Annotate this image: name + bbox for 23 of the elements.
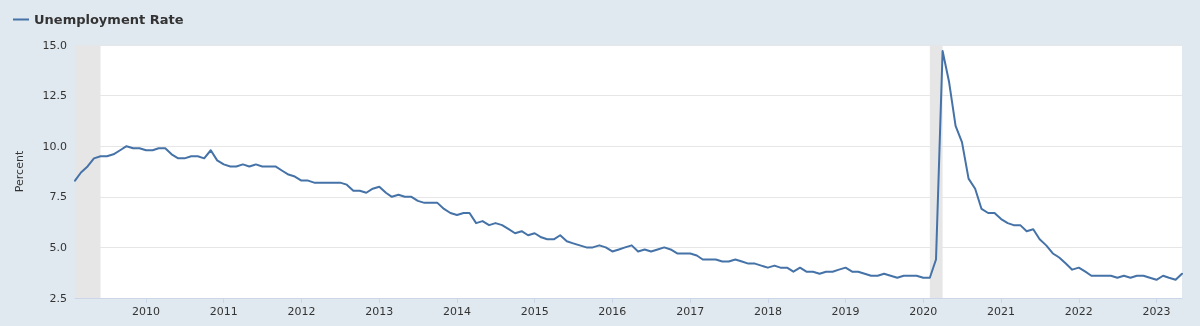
line-series xyxy=(74,50,1183,281)
x-tick-label: 2013 xyxy=(365,305,394,318)
x-tick-label: 2016 xyxy=(598,305,627,318)
y-tick-label: 2.5 xyxy=(49,291,67,305)
x-tick-label: 2018 xyxy=(753,305,782,318)
y-tick-label: 15.0 xyxy=(42,38,67,52)
x-tick-label: 2012 xyxy=(287,305,316,318)
legend-label: Unemployment Rate xyxy=(34,12,184,27)
x-tick-label: 2014 xyxy=(442,305,471,318)
y-tick-label: 7.5 xyxy=(49,190,67,204)
x-tick-label: 2023 xyxy=(1142,305,1171,318)
x-tick-label: 2011 xyxy=(209,305,238,318)
x-tick-label: 2010 xyxy=(132,305,161,318)
x-tick-label: 2021 xyxy=(987,305,1016,318)
x-tick-label: 2017 xyxy=(676,305,705,318)
y-axis-title: Percent xyxy=(13,150,26,193)
x-tick-label: 2020 xyxy=(909,305,938,318)
x-tick-label: 2015 xyxy=(520,305,549,318)
y-tick-label: 12.5 xyxy=(42,89,67,103)
y-tick-label: 5.0 xyxy=(49,240,67,254)
x-tick-label: 2022 xyxy=(1064,305,1093,318)
x-tick-label: 2019 xyxy=(831,305,860,318)
y-tick-label: 10.0 xyxy=(42,139,67,153)
